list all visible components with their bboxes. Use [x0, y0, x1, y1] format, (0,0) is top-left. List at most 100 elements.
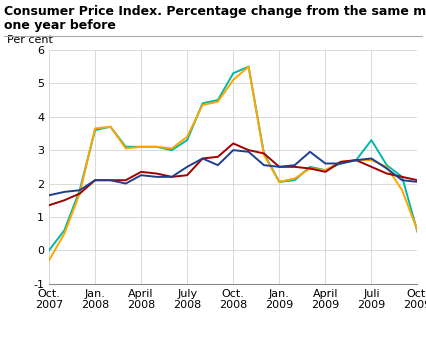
- CPI-AT: [154, 145, 159, 149]
- CPI-ATE: [369, 165, 374, 169]
- CPI-AE: [92, 178, 98, 182]
- CPI: [62, 228, 67, 233]
- CPI-ATE: [92, 178, 98, 182]
- Line: CPI: CPI: [49, 67, 417, 250]
- Text: Per cent: Per cent: [7, 35, 52, 45]
- CPI: [46, 248, 52, 252]
- CPI-ATE: [123, 178, 128, 182]
- CPI-ATE: [138, 170, 144, 174]
- CPI-AE: [200, 157, 205, 161]
- CPI-ATE: [108, 178, 113, 182]
- CPI: [262, 151, 267, 155]
- Line: CPI-AT: CPI-AT: [49, 67, 417, 260]
- CPI-AE: [369, 157, 374, 161]
- CPI-AE: [384, 166, 389, 171]
- CPI-ATE: [169, 175, 174, 179]
- CPI-AT: [338, 160, 343, 164]
- CPI-ATE: [323, 170, 328, 174]
- CPI-AT: [108, 125, 113, 129]
- CPI: [354, 158, 359, 162]
- CPI-ATE: [46, 203, 52, 207]
- CPI-ATE: [77, 192, 82, 196]
- CPI: [123, 145, 128, 149]
- CPI-AT: [169, 147, 174, 151]
- CPI-AT: [354, 158, 359, 162]
- Legend: CPI, CPI-AT, CPI-ATE, CPI-AE: CPI, CPI-AT, CPI-ATE, CPI-AE: [95, 341, 371, 344]
- Text: one year before: one year before: [4, 19, 116, 32]
- CPI-AT: [400, 188, 405, 192]
- CPI-ATE: [400, 175, 405, 179]
- CPI-AE: [184, 165, 190, 169]
- CPI-ATE: [308, 166, 313, 171]
- CPI-AE: [292, 163, 297, 167]
- CPI-ATE: [292, 165, 297, 169]
- CPI-ATE: [246, 148, 251, 152]
- CPI-AE: [262, 163, 267, 167]
- CPI: [154, 145, 159, 149]
- CPI-ATE: [415, 178, 420, 182]
- CPI-AT: [92, 126, 98, 130]
- CPI: [308, 165, 313, 169]
- CPI-AE: [231, 148, 236, 152]
- CPI-AT: [369, 158, 374, 162]
- CPI-AT: [262, 153, 267, 157]
- CPI: [108, 125, 113, 129]
- CPI-AT: [384, 165, 389, 169]
- CPI-AE: [46, 193, 52, 197]
- CPI-AE: [123, 182, 128, 186]
- CPI-AE: [138, 173, 144, 177]
- CPI-ATE: [354, 158, 359, 162]
- CPI-AE: [400, 178, 405, 182]
- Line: CPI-AE: CPI-AE: [49, 150, 417, 195]
- CPI: [338, 161, 343, 165]
- CPI-ATE: [262, 151, 267, 155]
- CPI-AE: [354, 158, 359, 162]
- CPI-AE: [415, 180, 420, 184]
- CPI-ATE: [215, 155, 220, 159]
- CPI-ATE: [154, 171, 159, 175]
- CPI: [369, 138, 374, 142]
- CPI-ATE: [277, 165, 282, 169]
- CPI: [77, 188, 82, 192]
- CPI-ATE: [384, 171, 389, 175]
- CPI: [184, 138, 190, 142]
- CPI: [415, 230, 420, 234]
- CPI-ATE: [200, 157, 205, 161]
- CPI: [138, 145, 144, 149]
- CPI-AE: [169, 175, 174, 179]
- CPI-AE: [308, 150, 313, 154]
- CPI: [323, 168, 328, 172]
- CPI-AT: [277, 180, 282, 184]
- CPI-AT: [138, 145, 144, 149]
- CPI-AT: [215, 100, 220, 104]
- CPI: [277, 180, 282, 184]
- CPI: [169, 148, 174, 152]
- CPI: [246, 65, 251, 69]
- CPI-AT: [62, 232, 67, 236]
- CPI-AT: [77, 192, 82, 196]
- CPI: [215, 98, 220, 102]
- CPI-AE: [323, 161, 328, 165]
- CPI-AE: [62, 190, 67, 194]
- CPI-AT: [200, 103, 205, 107]
- CPI: [231, 71, 236, 75]
- CPI: [400, 175, 405, 179]
- CPI: [384, 163, 389, 167]
- CPI-AE: [154, 175, 159, 179]
- CPI-AT: [46, 258, 52, 262]
- CPI-AT: [246, 65, 251, 69]
- CPI-AE: [338, 161, 343, 165]
- CPI-ATE: [184, 173, 190, 177]
- CPI-AT: [292, 176, 297, 181]
- CPI-AT: [231, 78, 236, 82]
- CPI-AT: [323, 168, 328, 172]
- CPI-AE: [108, 178, 113, 182]
- CPI-AT: [308, 166, 313, 171]
- CPI-AE: [77, 188, 82, 192]
- CPI-AE: [215, 163, 220, 167]
- CPI-AE: [246, 150, 251, 154]
- CPI-AT: [123, 147, 128, 151]
- CPI-ATE: [338, 160, 343, 164]
- CPI-AT: [415, 228, 420, 233]
- CPI: [200, 101, 205, 105]
